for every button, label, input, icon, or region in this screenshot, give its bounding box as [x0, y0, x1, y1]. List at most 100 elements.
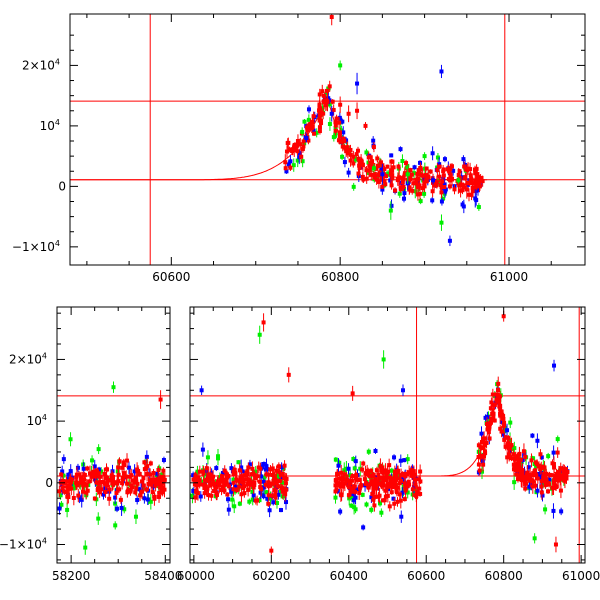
data-point: [350, 391, 355, 396]
data-point: [261, 479, 266, 484]
data-point: [501, 314, 506, 319]
data-point: [501, 432, 506, 437]
data-point: [298, 142, 303, 147]
data-point: [199, 388, 204, 393]
data-point: [137, 471, 142, 476]
data-point: [265, 467, 270, 472]
y-tick-label: −1×104: [0, 536, 47, 551]
data-point: [213, 485, 218, 490]
data-point: [335, 481, 340, 486]
data-point: [300, 129, 305, 134]
data-point: [508, 438, 513, 443]
data-point: [195, 469, 200, 474]
data-point: [506, 436, 511, 441]
data-point: [210, 477, 215, 482]
data-point: [268, 467, 273, 472]
data-point: [333, 495, 338, 500]
data-point: [390, 176, 395, 181]
data-point: [115, 506, 120, 511]
data-point: [346, 111, 351, 116]
data-point: [377, 170, 382, 175]
data-point: [379, 468, 384, 473]
data-point: [348, 152, 353, 157]
data-point: [160, 472, 165, 477]
data-point: [322, 100, 327, 105]
data-point: [413, 477, 418, 482]
data-point: [134, 486, 139, 491]
data-point: [349, 489, 354, 494]
data-point: [395, 499, 400, 504]
data-point: [272, 476, 277, 481]
data-point: [206, 478, 211, 483]
data-point: [135, 467, 140, 472]
data-point: [340, 144, 345, 149]
data-point: [140, 479, 145, 484]
data-point: [142, 496, 147, 501]
data-point: [383, 182, 388, 187]
data-point: [473, 178, 478, 183]
data-point: [405, 457, 410, 462]
data-point: [475, 172, 480, 177]
data-point: [74, 475, 79, 480]
data-point: [65, 477, 70, 482]
data-point: [526, 477, 531, 482]
data-point: [75, 465, 80, 470]
data-point: [478, 445, 483, 450]
data-point: [485, 422, 490, 427]
data-point: [368, 155, 373, 160]
data-point: [97, 490, 102, 495]
data-point: [219, 474, 224, 479]
data-point: [251, 493, 256, 498]
data-point: [133, 490, 138, 495]
data-point: [121, 471, 126, 476]
data-point: [68, 479, 73, 484]
data-point: [400, 159, 405, 164]
data-point: [311, 128, 316, 133]
data-point: [422, 191, 427, 196]
data-point: [550, 485, 555, 490]
data-point: [336, 463, 341, 468]
data-point: [157, 494, 162, 499]
data-point: [325, 99, 330, 104]
data-point: [265, 496, 270, 501]
data-point: [388, 208, 393, 213]
data-point: [317, 115, 322, 120]
data-point: [116, 479, 121, 484]
data-point: [113, 523, 118, 528]
data-point: [82, 472, 87, 477]
data-point: [478, 179, 483, 184]
data-point: [283, 481, 288, 486]
data-point: [517, 451, 522, 456]
data-point: [349, 503, 354, 508]
data-point: [60, 469, 65, 474]
data-point: [536, 464, 541, 469]
data-point: [340, 154, 345, 159]
data-point: [101, 492, 106, 497]
data-point: [191, 488, 196, 493]
data-point: [363, 471, 368, 476]
data-point: [412, 165, 417, 170]
data-point: [331, 107, 336, 112]
data-point: [347, 485, 352, 490]
data-point: [509, 443, 514, 448]
data-point: [225, 475, 230, 480]
data-point: [405, 472, 410, 477]
data-point: [338, 102, 343, 107]
data-point: [333, 483, 338, 488]
data-point: [146, 481, 151, 486]
data-point: [360, 467, 365, 472]
data-point: [120, 481, 125, 486]
data-point: [310, 120, 315, 125]
data-point: [451, 168, 456, 173]
data-point: [229, 466, 234, 471]
data-point: [326, 86, 331, 91]
data-point: [292, 145, 297, 150]
data-point: [550, 473, 555, 478]
data-point: [352, 505, 357, 510]
data-point: [346, 170, 351, 175]
data-point: [286, 372, 291, 377]
data-point: [330, 99, 335, 104]
data-point: [499, 419, 504, 424]
data-point: [464, 187, 469, 192]
data-point: [342, 472, 347, 477]
